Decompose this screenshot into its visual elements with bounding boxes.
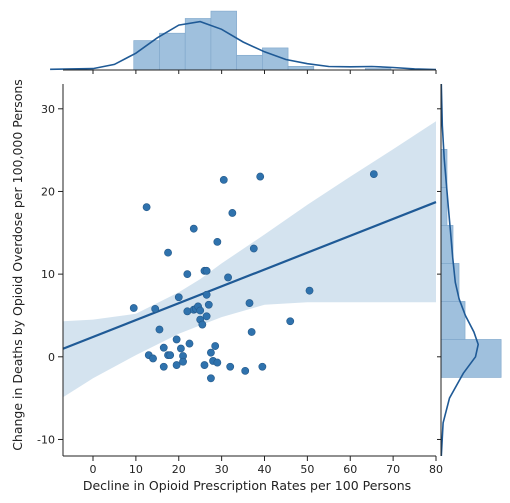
regression-line-layer xyxy=(62,201,437,350)
data-point xyxy=(177,344,185,353)
data-point xyxy=(179,357,187,366)
data-point xyxy=(211,342,220,350)
data-point xyxy=(185,339,194,348)
data-point xyxy=(305,286,314,295)
data-point xyxy=(159,362,168,371)
data-point xyxy=(249,244,258,253)
data-point xyxy=(245,299,254,307)
x-kde-curve xyxy=(50,20,437,71)
data-point xyxy=(164,248,172,257)
data-point xyxy=(256,172,265,181)
data-point xyxy=(226,362,235,371)
x-tick-label: 0 xyxy=(90,463,97,476)
confidence-band xyxy=(63,121,436,398)
data-point xyxy=(258,362,267,371)
scatter-points-layer xyxy=(129,170,378,383)
data-point xyxy=(224,273,232,282)
x-tick-label: 20 xyxy=(172,463,186,476)
right-marginal-histogram xyxy=(437,83,502,457)
data-point xyxy=(219,175,228,184)
data-point xyxy=(198,320,207,329)
x-hist-bar xyxy=(210,10,237,71)
data-point xyxy=(207,374,215,383)
data-point xyxy=(213,237,222,246)
y-hist-bar xyxy=(440,187,448,226)
regression-line xyxy=(62,201,437,350)
data-point xyxy=(159,343,168,352)
top-marginal-histogram xyxy=(50,10,437,74)
data-point xyxy=(189,224,198,233)
x-hist-bar xyxy=(287,66,315,71)
data-point xyxy=(202,312,211,321)
data-point xyxy=(183,270,192,279)
data-point xyxy=(129,304,138,312)
data-point xyxy=(149,354,157,363)
confidence-band-layer xyxy=(63,121,436,398)
y-kde-curve xyxy=(440,83,480,457)
data-point xyxy=(172,335,181,344)
x-hist-bar xyxy=(184,18,212,71)
data-point xyxy=(204,300,213,309)
x-tick-label: 80 xyxy=(429,463,443,476)
main-axes: 0 10 20 30 40 50 60 70 80 -10 0 10 20 30 xyxy=(37,84,443,476)
data-point xyxy=(196,306,205,315)
y-hist-bar xyxy=(440,339,502,378)
data-point xyxy=(213,358,222,367)
x-hist-bar xyxy=(159,32,186,71)
data-point xyxy=(286,317,295,326)
data-point xyxy=(202,290,211,299)
data-point xyxy=(174,293,183,302)
data-point xyxy=(155,325,164,334)
data-point xyxy=(241,366,250,375)
y-tick-label: -10 xyxy=(37,433,55,446)
x-tick-label: 60 xyxy=(343,463,357,476)
data-point xyxy=(151,304,160,313)
y-tick-label: 0 xyxy=(48,351,55,364)
data-point xyxy=(142,203,151,212)
x-tick-label: 40 xyxy=(258,463,272,476)
data-point xyxy=(369,170,378,179)
data-point xyxy=(207,348,215,357)
data-point xyxy=(202,266,211,275)
data-point xyxy=(247,328,256,336)
x-tick-label: 70 xyxy=(386,463,400,476)
x-hist-bar xyxy=(236,54,263,71)
data-point xyxy=(172,361,181,369)
x-tick-label: 50 xyxy=(300,463,314,476)
data-point xyxy=(228,209,237,217)
y-hist-bar xyxy=(440,263,460,302)
y-tick-label: 20 xyxy=(41,185,55,198)
y-tick-label: 10 xyxy=(41,268,55,281)
y-tick-label: 30 xyxy=(41,103,55,116)
data-point xyxy=(183,307,192,316)
data-point xyxy=(200,361,209,369)
data-point xyxy=(166,351,175,360)
y-axis-label: Change in Deaths by Opioid Overdose per … xyxy=(10,79,25,451)
x-tick-label: 30 xyxy=(215,463,229,476)
x-axis-label: Decline in Opioid Prescription Rates per… xyxy=(83,478,411,493)
x-tick-label: 10 xyxy=(129,463,143,476)
